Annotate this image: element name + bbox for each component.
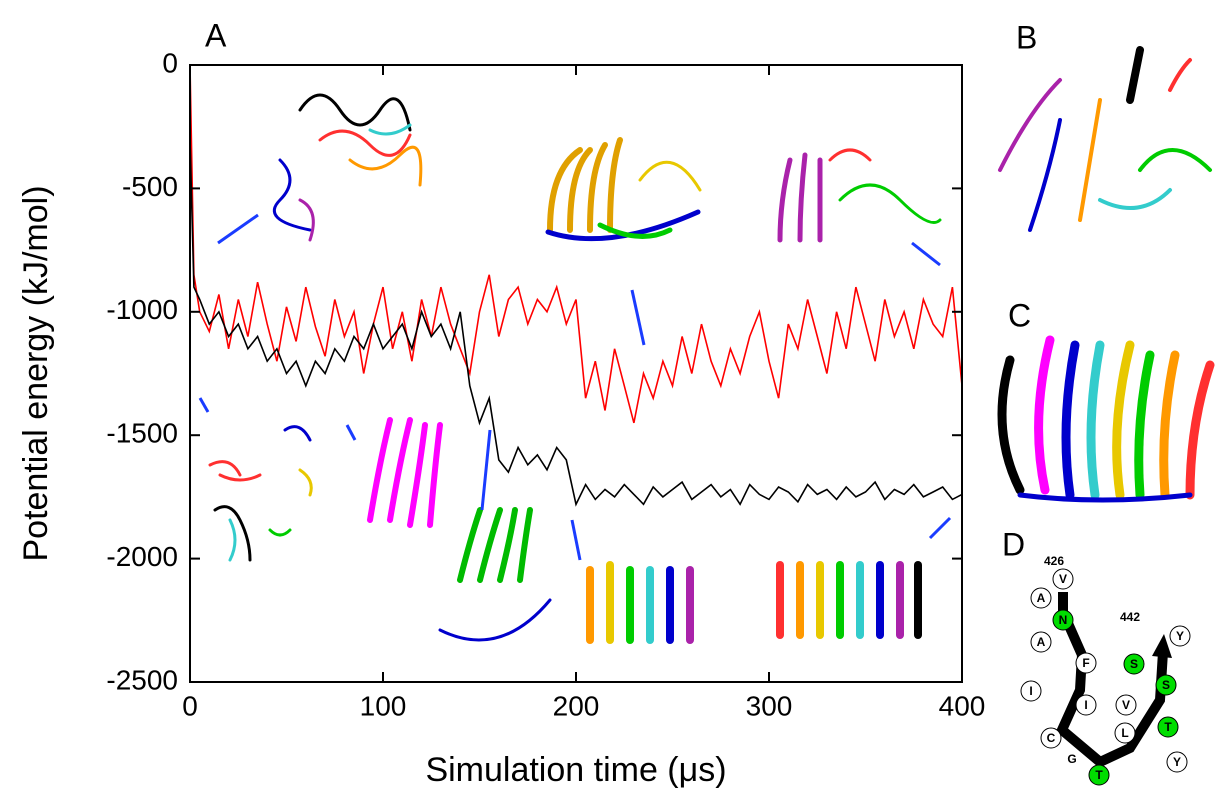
residue-label: T bbox=[1164, 720, 1172, 734]
residue-label: C bbox=[1047, 731, 1056, 745]
residue-label: S bbox=[1130, 657, 1138, 671]
residue-label: F bbox=[1082, 656, 1089, 670]
residue-label: T bbox=[1095, 768, 1103, 782]
residue-label: S bbox=[1162, 678, 1170, 692]
residue-circle bbox=[1040, 727, 1062, 749]
y-tick-label: 0 bbox=[162, 47, 178, 78]
residue-circle bbox=[1030, 587, 1052, 609]
sequence-end: 442 bbox=[1120, 610, 1140, 624]
pointer-arrows bbox=[198, 213, 952, 561]
residue-label: L bbox=[1121, 726, 1128, 740]
x-tick-label: 300 bbox=[746, 690, 793, 721]
y-tick-label: -2500 bbox=[106, 664, 178, 695]
residue-circle bbox=[1123, 653, 1145, 675]
residue-label: I bbox=[1029, 684, 1032, 698]
y-tick-label: -2000 bbox=[106, 541, 178, 572]
residue-circle bbox=[1075, 652, 1097, 674]
residue-circle bbox=[1114, 722, 1136, 744]
panel-label: C bbox=[1008, 297, 1031, 333]
y-axis-title: Potential energy (kJ/mol) bbox=[17, 185, 55, 561]
panel-label: B bbox=[1016, 19, 1037, 55]
residue-circle bbox=[1088, 764, 1110, 786]
residue-label: N bbox=[1059, 613, 1068, 627]
x-tick-label: 100 bbox=[360, 690, 407, 721]
y-tick-label: -500 bbox=[122, 171, 178, 202]
y-tick-label: -1500 bbox=[106, 418, 178, 449]
structure-sketches bbox=[208, 46, 1215, 644]
residue-circle bbox=[1169, 625, 1191, 647]
plot-frame bbox=[189, 64, 963, 683]
residue-label: A bbox=[1037, 591, 1046, 605]
residue-circle bbox=[1157, 716, 1179, 738]
data-line bbox=[189, 138, 963, 507]
x-axis-title: Simulation time (μs) bbox=[425, 751, 726, 789]
x-tick-label: 0 bbox=[182, 690, 198, 721]
residue-circle bbox=[1030, 631, 1052, 653]
panel-label: A bbox=[205, 17, 227, 53]
residue-label: Y bbox=[1176, 629, 1184, 643]
residue-circle bbox=[1155, 674, 1177, 696]
residue-label: V bbox=[1059, 572, 1067, 586]
residue-label: A bbox=[1037, 635, 1046, 649]
residue-circle bbox=[1115, 694, 1137, 716]
residue-label: Y bbox=[1173, 755, 1181, 769]
sequence-start: 426 bbox=[1044, 554, 1064, 568]
x-tick-label: 400 bbox=[939, 690, 986, 721]
y-tick-label: -1000 bbox=[106, 294, 178, 325]
data-line bbox=[189, 64, 963, 424]
residue-circle bbox=[1075, 694, 1097, 716]
residue-circle bbox=[1020, 680, 1042, 702]
x-tick-label: 200 bbox=[553, 690, 600, 721]
panel-label: D bbox=[1002, 526, 1025, 562]
turn-label: G bbox=[1067, 752, 1076, 766]
residue-circle bbox=[1166, 751, 1188, 773]
residue-circle bbox=[1052, 568, 1074, 590]
residue-label: V bbox=[1122, 698, 1130, 712]
residue-circle bbox=[1052, 609, 1074, 631]
residue-label: I bbox=[1084, 698, 1087, 712]
